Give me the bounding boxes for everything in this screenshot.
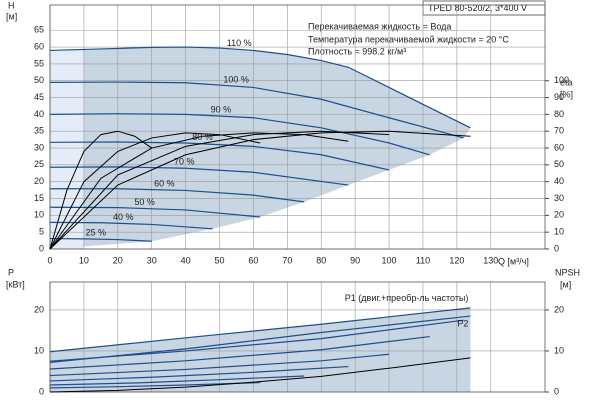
y-tick-label: 40 — [34, 109, 44, 119]
y2-unit: [м] — [560, 279, 571, 289]
y-tick-label: 10 — [34, 345, 44, 355]
curve-label: P2 — [457, 318, 468, 328]
curve-label: P1 (двиг.+преобр-ль частоты) — [345, 293, 469, 303]
x-tick-label: 10 — [79, 255, 89, 265]
y2-tick-label: 20 — [554, 210, 564, 220]
curve — [49, 46, 471, 129]
curve — [49, 132, 349, 250]
curve — [49, 81, 464, 139]
note: Плотность = 998.2 кг/м³ — [308, 46, 406, 56]
y-tick-label: 50 — [34, 75, 44, 85]
curve-label: 25 % — [86, 228, 107, 238]
curve — [49, 130, 390, 250]
curve — [49, 130, 152, 250]
low-flow-region — [50, 50, 84, 250]
y2-tick-label: 50 — [554, 159, 564, 169]
chart-title: TPED 80-520/2, 3*400 V — [428, 3, 527, 13]
x-tick-label: 40 — [181, 255, 191, 265]
y-tick-label: 30 — [34, 142, 44, 152]
y2-tick-label: 0 — [554, 243, 559, 253]
curve — [49, 141, 390, 171]
y2-tick-label: 100 — [554, 75, 569, 85]
curve — [49, 381, 261, 389]
y-tick-label: 20 — [34, 304, 44, 314]
y-tick-label: 20 — [34, 176, 44, 186]
curve — [49, 315, 471, 364]
y2-tick-label: 40 — [554, 176, 564, 186]
curve-label: 90 % — [211, 105, 232, 115]
x-label: Q [м³/ч] — [498, 256, 529, 266]
y-tick-label: 0 — [39, 386, 44, 396]
curve-label: 60 % — [154, 178, 175, 188]
x-tick-label: 130 — [483, 255, 498, 265]
y-tick-label: 15 — [34, 193, 44, 203]
curve-label: 40 % — [113, 212, 134, 222]
y2-tick-label: 90 — [554, 92, 564, 102]
plot-frame — [49, 4, 546, 250]
y-tick-label: 65 — [34, 25, 44, 35]
curve-label: 50 % — [134, 197, 155, 207]
y-tick-label: 10 — [34, 210, 44, 220]
x-tick-label: 120 — [449, 255, 464, 265]
y2-tick-label: 10 — [554, 227, 564, 237]
y-label: H — [8, 0, 15, 10]
y-tick-label: 5 — [39, 227, 44, 237]
curve-label: 80 % — [192, 132, 213, 142]
y2-unit: [%] — [560, 89, 573, 99]
x-tick-label: 20 — [113, 255, 123, 265]
note: Перекачиваемая жидкость = Вода — [308, 21, 451, 31]
y-tick-label: 55 — [34, 58, 44, 68]
y2-tick-label: 70 — [554, 126, 564, 136]
curve — [49, 307, 471, 353]
y2-tick-label: 10 — [554, 345, 564, 355]
curve — [49, 353, 390, 377]
y2-tick-label: 60 — [554, 142, 564, 152]
x-tick-label: 30 — [147, 255, 157, 265]
curve-label: 100 % — [223, 75, 249, 85]
curve — [49, 166, 349, 186]
x-tick-label: 90 — [350, 255, 360, 265]
plot-frame — [49, 281, 546, 393]
x-tick-label: 110 — [416, 255, 430, 265]
curve — [49, 113, 430, 156]
curve — [49, 206, 261, 218]
x-tick-label: 50 — [215, 255, 225, 265]
curve — [49, 335, 430, 370]
y-unit: [м] — [6, 11, 17, 21]
y-tick-label: 25 — [34, 159, 44, 169]
y-tick-label: 60 — [34, 41, 44, 51]
curve — [49, 130, 471, 250]
y-label: P — [8, 267, 14, 277]
y2-tick-label: 30 — [554, 193, 564, 203]
y2-tick-label: 20 — [554, 304, 564, 314]
x-tick-label: 70 — [282, 255, 292, 265]
curve — [49, 357, 471, 393]
y2-tick-label: 0 — [554, 386, 559, 396]
curve-label: 70 % — [174, 157, 195, 167]
y-tick-label: 45 — [34, 92, 44, 102]
curve — [49, 132, 261, 250]
x-tick-label: 100 — [382, 255, 397, 265]
curve — [49, 375, 305, 386]
curve — [50, 188, 305, 203]
note: Температура перекачиваемой жидкости = 20… — [308, 34, 509, 44]
y2-tick-label: 80 — [554, 109, 564, 119]
y2-label: NPSH — [555, 267, 580, 277]
x-tick-label: 0 — [47, 255, 52, 265]
x-tick-label: 80 — [316, 255, 326, 265]
curve-label: 110 % — [227, 38, 252, 48]
y2-label: eta — [560, 77, 573, 87]
y-tick-label: 0 — [39, 243, 44, 253]
curve — [49, 237, 152, 242]
y-tick-label: 35 — [34, 126, 44, 136]
x-tick-label: 60 — [248, 255, 258, 265]
curve — [49, 365, 349, 382]
y-unit: [кВт] — [6, 279, 25, 289]
curve — [49, 221, 213, 230]
